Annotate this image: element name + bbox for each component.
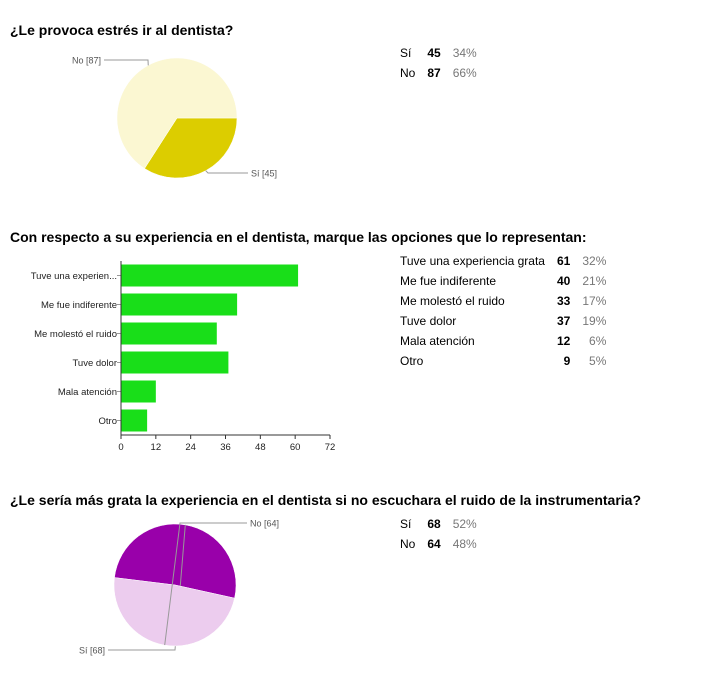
stats-table-experience: Tuve una experiencia grata 61 32% Me fue… (400, 254, 606, 374)
stats-count: 45 (427, 46, 441, 60)
stats-count: 33 (556, 294, 571, 308)
table-row: Sí 45 34% (400, 46, 477, 66)
y-tick-label: Mala atención (58, 387, 117, 398)
bar (121, 264, 299, 287)
stats-count: 40 (556, 274, 571, 288)
x-tick-label: 0 (118, 442, 123, 453)
stats-label: No (400, 537, 416, 551)
pie-slice-label: Sí [45] (251, 169, 277, 179)
stats-count: 12 (556, 334, 571, 348)
pie-slice-label: Sí [68] (79, 646, 105, 656)
stats-percent: 6% (589, 334, 607, 348)
stats-percent: 52% (452, 517, 477, 531)
question-1-title: ¿Le provoca estrés ir al dentista? (10, 22, 234, 38)
x-tick-label: 12 (151, 442, 162, 453)
pie-callout-line (104, 59, 149, 66)
bar (121, 351, 229, 374)
stats-count: 68 (427, 517, 441, 531)
stats-percent: 32% (582, 254, 607, 268)
table-row: Sí 68 52% (400, 517, 477, 537)
question-2-title: Con respecto a su experiencia en el dent… (10, 229, 587, 245)
bar (121, 293, 238, 316)
table-row: No 64 48% (400, 537, 477, 557)
stats-percent: 66% (452, 66, 477, 80)
stats-label: Tuve una experiencia grata (400, 254, 545, 268)
stats-label: Tuve dolor (400, 314, 457, 328)
bar (121, 380, 156, 403)
y-tick-label: Otro (99, 416, 117, 427)
pie-chart-noise: Sí [68] No [64] (79, 519, 279, 656)
stats-table-stress: Sí 45 34% No 87 66% (400, 46, 477, 86)
stats-count: 37 (556, 314, 571, 328)
stats-count: 61 (556, 254, 571, 268)
bar (121, 322, 217, 345)
stats-percent: 5% (589, 354, 607, 368)
stats-label: No (400, 66, 416, 80)
table-row: Me fue indiferente 40 21% (400, 274, 606, 294)
stats-count: 64 (427, 537, 441, 551)
pie-callout-line (108, 524, 186, 651)
x-tick-label: 48 (255, 442, 266, 453)
stats-percent: 21% (582, 274, 607, 288)
table-row: Tuve dolor 37 19% (400, 314, 606, 334)
pie-slice (144, 117, 238, 179)
table-row: Otro 9 5% (400, 354, 606, 374)
stats-percent: 34% (452, 46, 477, 60)
stats-label: Sí (400, 46, 412, 60)
stats-label: Me fue indiferente (400, 274, 497, 288)
stats-label: Mala atención (400, 334, 475, 348)
stats-percent: 19% (582, 314, 607, 328)
x-tick-label: 24 (185, 442, 196, 453)
table-row: Tuve una experiencia grata 61 32% (400, 254, 606, 274)
bar (121, 409, 148, 432)
table-row: Me molestó el ruido 33 17% (400, 294, 606, 314)
stats-table-noise: Sí 68 52% No 64 48% (400, 517, 477, 557)
question-3-title: ¿Le sería más grata la experiencia en el… (10, 492, 642, 508)
y-tick-label: Tuve dolor (72, 358, 117, 369)
pie-slice (116, 57, 238, 169)
x-tick-label: 72 (325, 442, 336, 453)
table-row: Mala atención 12 6% (400, 334, 606, 354)
pie-slice-label: No [87] (72, 56, 101, 66)
pie-chart-stress: Sí [45] No [87] (72, 56, 277, 179)
stats-percent: 17% (582, 294, 607, 308)
y-tick-label: Tuve una experien... (31, 271, 117, 282)
stats-percent: 48% (452, 537, 477, 551)
x-tick-label: 60 (290, 442, 301, 453)
pie-slice-label: No [64] (250, 519, 279, 529)
stats-label: Me molestó el ruido (400, 294, 505, 308)
stats-count: 87 (427, 66, 441, 80)
stats-count: 9 (563, 354, 571, 368)
y-tick-label: Me fue indiferente (41, 300, 117, 311)
y-tick-label: Me molestó el ruido (34, 329, 117, 340)
stats-label: Sí (400, 517, 412, 531)
table-row: No 87 66% (400, 66, 477, 86)
pie-callout-line (164, 522, 247, 646)
stats-label: Otro (400, 354, 424, 368)
pie-callout-line (205, 170, 248, 174)
bar-chart-experience: Tuve una experien... Me fue indiferente Me… (31, 261, 336, 453)
x-tick-label: 36 (220, 442, 231, 453)
